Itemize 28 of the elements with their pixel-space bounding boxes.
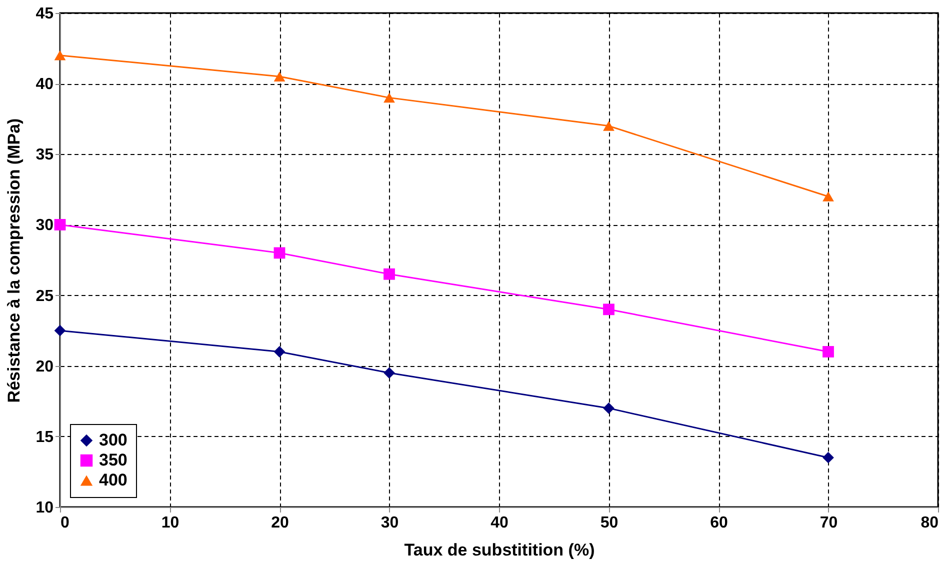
x-tick-label: 20 xyxy=(271,514,289,532)
x-tick-label: 50 xyxy=(600,514,618,532)
x-tick-label: 80 xyxy=(920,514,939,532)
x-tick-label: 10 xyxy=(161,514,180,532)
x-tick-label: 30 xyxy=(380,514,399,532)
y-tick-label: 40 xyxy=(36,76,54,94)
y-tick-label: 20 xyxy=(36,358,54,376)
y-tick-label: 15 xyxy=(36,428,54,446)
legend-label: 300 xyxy=(99,430,128,450)
legend-label: 350 xyxy=(99,450,128,470)
point xyxy=(54,324,66,336)
y-tick-label: 25 xyxy=(36,288,54,305)
point xyxy=(822,192,834,202)
y-tick-label: 10 xyxy=(36,500,54,516)
point xyxy=(822,346,834,358)
y-tick-label: 45 xyxy=(36,6,54,22)
x-tick-label: 40 xyxy=(490,514,508,532)
x-tick-label: 0 xyxy=(60,514,70,532)
point xyxy=(822,452,834,464)
x-axis-title: Taux de substitition (%) xyxy=(404,540,595,560)
y-tick-label: 35 xyxy=(36,146,54,164)
x-tick-label: 60 xyxy=(710,514,728,532)
y-tick-label: 30 xyxy=(36,217,54,234)
x-tick-label: 70 xyxy=(820,514,838,532)
legend-label: 400 xyxy=(99,470,128,490)
y-axis-title: Résistance à la compression (MPa) xyxy=(4,118,24,403)
point xyxy=(54,219,66,230)
point xyxy=(54,50,66,60)
